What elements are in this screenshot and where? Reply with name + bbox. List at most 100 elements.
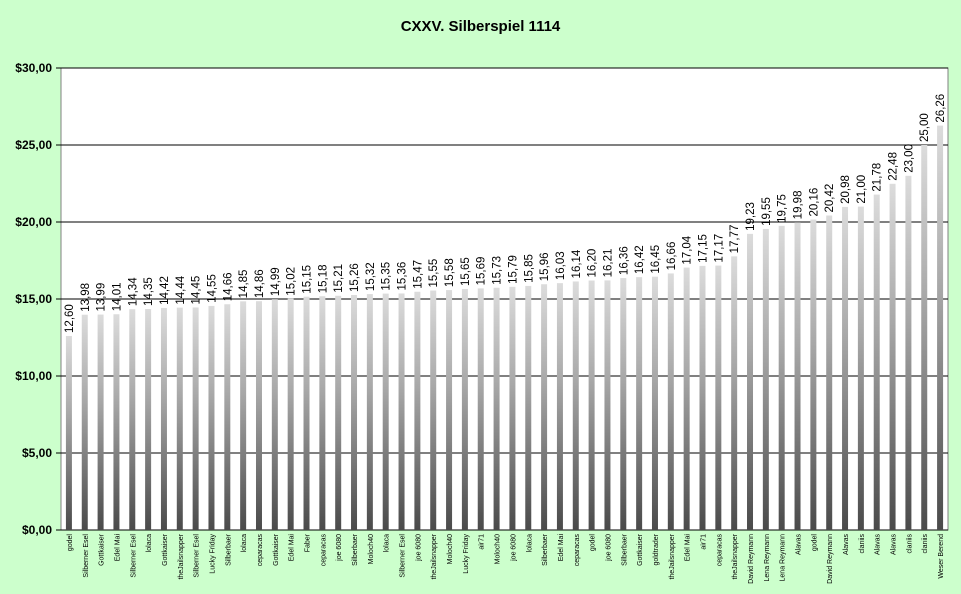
bar (842, 206, 849, 530)
bar (604, 280, 611, 530)
data-labels: 12,60 13,98 13,99 14,01 14,34 14,35 14,42 14,44… (64, 94, 947, 333)
x-tick-label: lolaca (384, 534, 391, 552)
bar (699, 265, 706, 530)
bar (588, 280, 595, 530)
data-label: 15,79 (507, 255, 519, 284)
data-label: 13,99 (96, 283, 108, 312)
x-tick-label: goldtrader (653, 533, 660, 565)
data-label: 15,65 (460, 257, 472, 286)
x-tick-label: air71 (479, 534, 486, 550)
bar (461, 288, 468, 530)
x-tick-label: Silberbaer (352, 533, 359, 566)
data-label: 25,00 (919, 113, 931, 142)
bar (762, 228, 769, 530)
y-tick-label: $0,00 (22, 523, 52, 537)
x-tick-label: Lucky Friday (463, 534, 470, 574)
x-tick-label: theJailsnapper (178, 533, 185, 579)
data-label: 14,44 (175, 275, 187, 304)
bar (240, 301, 247, 530)
data-label: 15,36 (397, 262, 409, 291)
chart-title: CXXV. Silberspiel 1114 (400, 18, 561, 35)
bar (889, 183, 896, 531)
bar (271, 299, 278, 530)
x-tick-label: David Reymann (748, 534, 755, 584)
x-tick-label: Silberner Esel (194, 534, 201, 578)
x-tick-label: godel (811, 534, 818, 552)
x-tick-label: theJailsnapper (431, 533, 438, 579)
bar (905, 175, 912, 531)
data-label: 14,35 (143, 277, 155, 306)
bar (414, 291, 421, 530)
x-tick-label: ceparacas (574, 534, 581, 567)
bar (715, 265, 722, 530)
data-label: 17,17 (713, 234, 725, 263)
x-tick-label: Faber (305, 533, 312, 552)
data-label: 14,66 (222, 272, 234, 301)
bar (129, 309, 136, 530)
x-tick-label: ceparacas (716, 534, 723, 567)
data-label: 26,26 (935, 94, 947, 123)
y-tick-label: $20,00 (15, 215, 52, 229)
data-label: 21,00 (856, 175, 868, 204)
data-label: 14,99 (270, 267, 282, 296)
data-label: 13,98 (80, 283, 92, 312)
x-tick-label: Moloch40 (447, 534, 454, 564)
bar (810, 219, 817, 530)
x-tick-label: lolaca (241, 534, 248, 552)
x-tick-label: Moloch40 (495, 534, 502, 564)
x-tick-label: Silberner Esel (400, 534, 407, 578)
data-label: 16,14 (571, 249, 583, 278)
bar (382, 293, 389, 530)
x-tick-label: Alavas (796, 534, 803, 556)
data-label: 16,21 (602, 249, 614, 278)
y-tick-label: $30,00 (15, 61, 52, 75)
bar (303, 296, 310, 530)
bar (335, 295, 342, 530)
bar (857, 206, 864, 530)
data-label: 16,66 (666, 242, 678, 271)
data-label: 23,00 (903, 144, 915, 173)
data-label: 15,69 (476, 257, 488, 286)
data-label: 17,15 (697, 234, 709, 263)
x-tick-label: claniis (906, 534, 913, 554)
data-label: 17,04 (682, 235, 694, 264)
data-label: 17,77 (729, 225, 741, 254)
y-tick-label: $15,00 (15, 292, 52, 306)
data-label: 14,45 (191, 276, 203, 305)
data-label: 19,98 (793, 191, 805, 220)
bar (873, 194, 880, 530)
bar (176, 307, 183, 530)
x-tick-label: Alavas (875, 534, 882, 556)
bar (255, 301, 262, 530)
data-label: 15,02 (286, 267, 298, 296)
bar (525, 285, 532, 530)
data-label: 14,85 (238, 270, 250, 299)
bar (794, 222, 801, 531)
x-tick-label: godel (67, 534, 74, 552)
data-label: 16,45 (650, 245, 662, 274)
bar (430, 290, 437, 530)
bar (509, 286, 516, 530)
x-tick-label: joe 6080 (415, 534, 422, 562)
x-tick-label: Silberner Esel (130, 534, 137, 578)
data-label: 15,47 (412, 260, 424, 289)
data-label: 15,32 (365, 262, 377, 291)
bar (826, 215, 833, 531)
bar (667, 273, 674, 530)
x-tick-label: lolaca (526, 534, 533, 552)
x-tick-label: Silberbaer (225, 533, 232, 566)
bar (160, 307, 167, 530)
bar (683, 267, 690, 530)
data-label: 16,42 (634, 245, 646, 274)
data-label: 22,48 (888, 152, 900, 181)
data-label: 15,96 (539, 252, 551, 281)
x-tick-label: joe 6080 (510, 534, 517, 562)
data-label: 16,20 (587, 249, 599, 278)
bar (319, 296, 326, 530)
data-label: 15,58 (444, 258, 456, 287)
x-tick-label: godel (590, 534, 597, 552)
data-label: 14,34 (127, 277, 139, 306)
x-tick-label: Edel Mai (289, 534, 296, 562)
bar (651, 276, 658, 530)
bar (731, 256, 738, 530)
